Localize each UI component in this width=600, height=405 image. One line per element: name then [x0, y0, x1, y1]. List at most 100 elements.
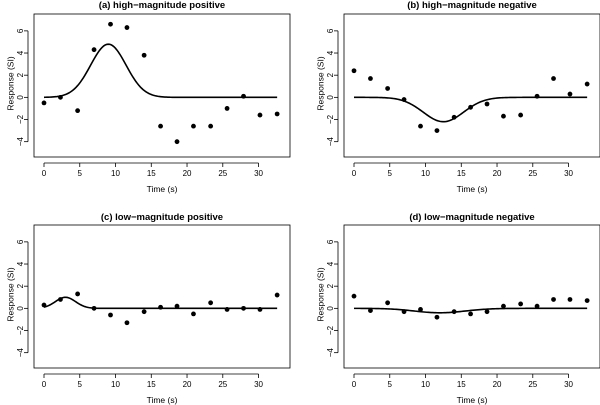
y-tick-label: −4 — [326, 348, 335, 358]
data-point — [191, 123, 196, 129]
y-tick-label: 2 — [326, 72, 335, 77]
chart-title: (a) high−magnitude positive — [99, 0, 225, 11]
x-axis-label: Time (s) — [457, 395, 488, 405]
x-tick-label: 15 — [147, 169, 156, 178]
data-point — [368, 76, 373, 81]
x-axis-label: Time (s) — [147, 184, 178, 194]
x-tick-label: 20 — [183, 169, 192, 178]
data-point — [468, 311, 473, 317]
data-point — [551, 76, 556, 81]
x-tick-label: 10 — [111, 380, 120, 389]
y-tick-label: 0 — [16, 95, 25, 100]
data-point — [551, 297, 556, 302]
data-point — [224, 106, 230, 111]
chart-title: (d) low−magnitude negative — [409, 212, 534, 223]
data-point — [75, 108, 81, 114]
data-point — [351, 68, 357, 74]
x-tick-label: 20 — [183, 380, 192, 389]
plot-frame — [33, 224, 291, 369]
x-tick-label: 0 — [42, 380, 47, 389]
x-tick-label: 5 — [78, 380, 83, 389]
y-tick-label: 4 — [326, 50, 335, 55]
x-tick-label: 30 — [254, 169, 263, 178]
data-point — [484, 309, 490, 315]
x-tick-label: 20 — [493, 169, 502, 178]
data-point — [174, 139, 180, 145]
x-tick-label: 30 — [564, 169, 573, 178]
y-tick-label: 6 — [326, 28, 335, 33]
x-axis-label: Time (s) — [147, 395, 178, 405]
data-point — [567, 297, 573, 302]
y-tick-label: 2 — [16, 283, 25, 288]
x-tick-label: 0 — [352, 169, 357, 178]
x-tick-label: 15 — [457, 380, 466, 389]
fitted-curve — [354, 96, 588, 123]
y-axis-label: Response (SI) — [315, 56, 325, 110]
x-tick-label: 10 — [421, 169, 430, 178]
y-tick-label: 0 — [16, 306, 25, 311]
x-tick-label: 20 — [493, 380, 502, 389]
data-point — [518, 301, 524, 307]
y-tick-label: 0 — [326, 306, 335, 311]
data-point — [501, 113, 506, 119]
data-point — [208, 123, 214, 129]
y-tick-label: 2 — [16, 72, 25, 77]
data-point — [141, 52, 147, 58]
chart-title: (c) low−magnitude positive — [101, 212, 223, 223]
y-axis-label: Response (SI) — [5, 56, 15, 110]
data-point — [434, 314, 440, 320]
y-tick-label: −2 — [326, 325, 335, 335]
y-tick-label: −2 — [16, 114, 25, 124]
data-point — [91, 47, 97, 53]
y-tick-label: −2 — [326, 114, 335, 124]
data-point — [191, 311, 196, 317]
data-point — [75, 291, 81, 297]
y-tick-label: −4 — [16, 348, 25, 358]
data-point — [418, 123, 423, 129]
data-point — [534, 303, 540, 309]
data-point — [434, 128, 440, 133]
data-point — [501, 303, 506, 309]
y-tick-label: 4 — [326, 261, 335, 266]
data-point — [108, 312, 113, 318]
x-tick-label: 5 — [78, 169, 83, 178]
chart-title: (b) high−magnitude negative — [407, 0, 537, 11]
fitted-curve — [43, 43, 278, 99]
x-tick-label: 15 — [457, 169, 466, 178]
data-point — [41, 100, 47, 106]
x-axis-label: Time (s) — [457, 184, 488, 194]
y-tick-label: 6 — [16, 28, 25, 33]
y-tick-label: 2 — [326, 283, 335, 288]
x-tick-label: 15 — [147, 380, 156, 389]
x-tick-label: 0 — [42, 169, 47, 178]
y-tick-label: 6 — [16, 239, 25, 244]
data-point — [274, 292, 280, 298]
fitted-curve — [354, 307, 588, 314]
data-point — [274, 111, 280, 117]
x-tick-label: 10 — [421, 380, 430, 389]
data-point — [124, 320, 130, 326]
data-point — [584, 81, 590, 87]
plot-frame — [343, 224, 600, 369]
x-tick-label: 0 — [352, 380, 357, 389]
data-point — [141, 309, 147, 315]
data-point — [518, 112, 524, 118]
x-tick-label: 25 — [218, 169, 227, 178]
x-tick-label: 10 — [111, 169, 120, 178]
x-tick-label: 25 — [218, 380, 227, 389]
data-point — [351, 293, 357, 299]
y-axis-label: Response (SI) — [315, 267, 325, 321]
plot-frame — [33, 13, 291, 158]
fitted-curve — [43, 296, 278, 310]
y-tick-label: −4 — [16, 137, 25, 147]
data-point — [567, 91, 573, 97]
data-point — [385, 300, 391, 306]
x-tick-label: 5 — [388, 380, 393, 389]
y-tick-label: 6 — [326, 239, 335, 244]
x-tick-label: 25 — [528, 169, 537, 178]
